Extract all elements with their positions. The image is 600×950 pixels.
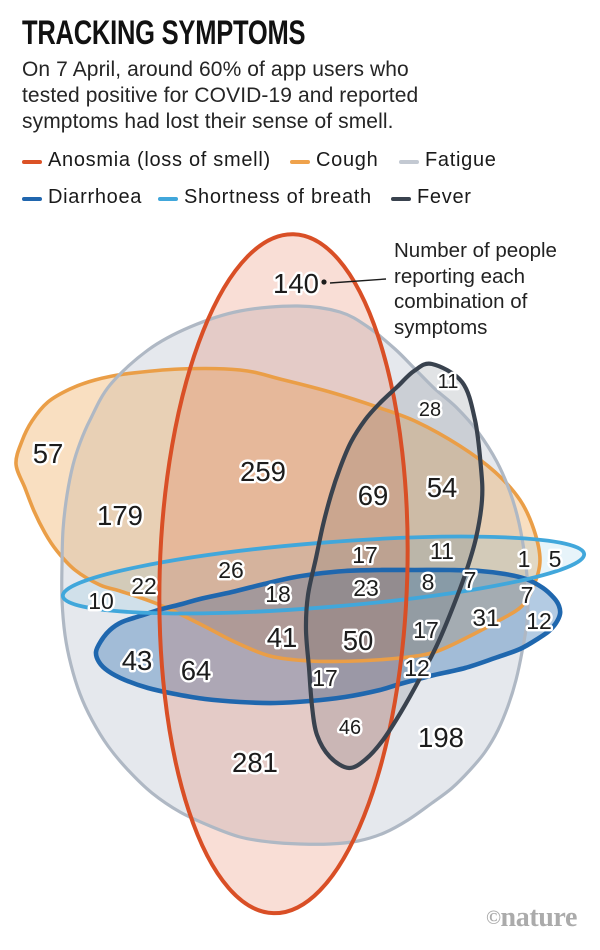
svg-text:7: 7 xyxy=(464,567,477,593)
svg-text:28: 28 xyxy=(419,399,441,421)
svg-text:31: 31 xyxy=(472,605,499,632)
svg-text:57: 57 xyxy=(33,438,64,469)
svg-text:69: 69 xyxy=(358,480,389,511)
svg-text:8: 8 xyxy=(422,569,435,595)
svg-text:11: 11 xyxy=(438,371,459,393)
svg-text:5: 5 xyxy=(549,546,562,572)
svg-text:259: 259 xyxy=(240,456,286,487)
svg-text:1: 1 xyxy=(518,546,531,572)
svg-text:64: 64 xyxy=(181,655,212,686)
svg-text:46: 46 xyxy=(339,717,361,739)
svg-text:54: 54 xyxy=(427,472,458,503)
svg-text:12: 12 xyxy=(404,655,430,681)
svg-text:26: 26 xyxy=(218,557,244,583)
svg-text:12: 12 xyxy=(526,608,552,634)
svg-text:23: 23 xyxy=(353,575,379,601)
svg-text:7: 7 xyxy=(521,582,534,608)
svg-text:198: 198 xyxy=(418,722,464,753)
svg-text:10: 10 xyxy=(88,588,114,614)
svg-text:50: 50 xyxy=(343,625,374,656)
svg-text:11: 11 xyxy=(430,538,454,564)
svg-text:179: 179 xyxy=(97,500,143,531)
svg-text:22: 22 xyxy=(131,573,157,599)
svg-text:18: 18 xyxy=(265,581,291,607)
svg-text:41: 41 xyxy=(267,622,298,653)
svg-text:140: 140 xyxy=(273,268,319,299)
svg-text:17: 17 xyxy=(413,617,439,643)
svg-text:17: 17 xyxy=(352,542,378,568)
svg-text:17: 17 xyxy=(312,665,338,691)
svg-text:43: 43 xyxy=(122,645,153,676)
svg-text:281: 281 xyxy=(232,747,278,778)
